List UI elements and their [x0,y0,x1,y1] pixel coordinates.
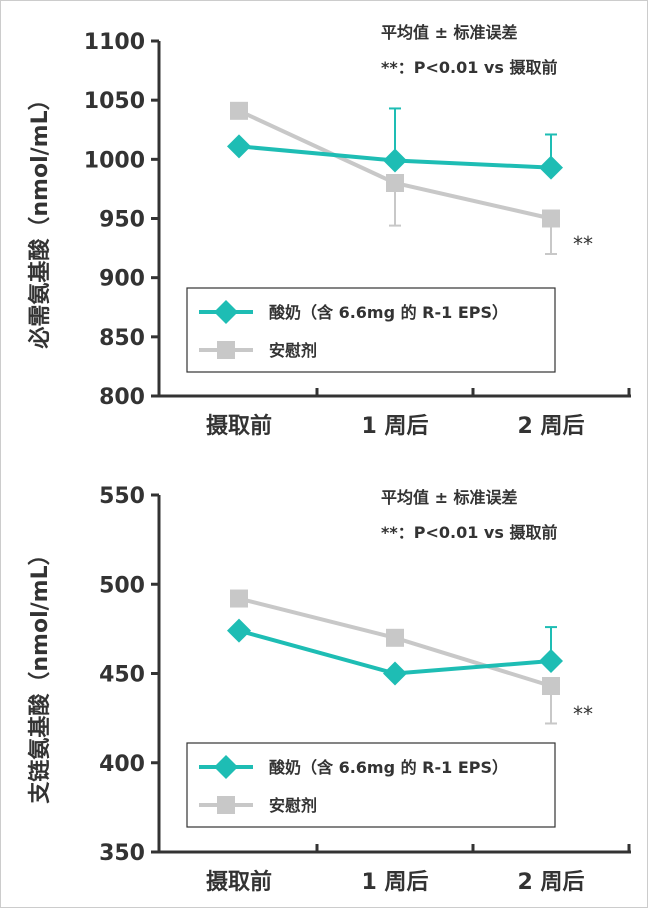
legend-box [186,742,556,828]
data-point-square [542,209,560,228]
y-axis-title: 支链氨基酸（nmol/mL） [27,543,53,803]
y-tick-label: 1000 [84,148,145,173]
series-yogurt [227,107,563,180]
series-yogurt [227,618,563,686]
y-axis-title: 必需氨基酸（nmol/mL） [27,88,53,348]
data-point-diamond [539,155,563,180]
legend-marker-placebo [217,341,235,359]
data-point-square [230,589,248,608]
y-tick-label: 800 [99,385,145,410]
data-point-diamond [227,134,251,159]
legend-box [186,287,556,373]
legend-marker-placebo [217,796,235,814]
legend-label-placebo: 安慰剂 [269,796,317,815]
y-tick-label: 400 [99,752,145,777]
y-tick-label: 500 [99,573,145,598]
x-tick-label: 1 周后 [362,414,429,439]
y-tick-label: 950 [99,208,145,233]
data-point-square [386,628,404,647]
x-tick-label: 2 周后 [518,414,585,439]
legend-label-yogurt: 酸奶（含 6.6mg 的 R-1 EPS） [269,303,508,322]
legend-label-placebo: 安慰剂 [269,341,317,360]
y-tick-label: 850 [99,326,145,351]
y-tick-label: 550 [99,484,145,509]
x-tick-label: 摄取前 [206,869,272,895]
legend-marker-yogurt [214,300,238,324]
data-point-square [542,676,560,695]
x-tick-label: 2 周后 [518,870,585,895]
data-point-diamond [539,649,563,674]
data-point-diamond [227,618,251,643]
x-tick-label: 1 周后 [362,870,429,895]
significance-mark: ** [573,232,593,256]
significance-mark: ** [573,702,593,726]
legend-marker-yogurt [214,755,238,779]
x-tick-label: 摄取前 [206,413,272,439]
data-point-square [386,174,404,192]
legend-label-yogurt: 酸奶（含 6.6mg 的 R-1 EPS） [269,758,508,777]
chart-panel-1: 350 400 450 500 550 摄取前 1 周后 2 周后 支链氨基酸（nmol/mL）… [27,484,631,895]
data-point-diamond [383,148,407,173]
chart-panel-0: 800 850 900 950 1000 1050 1100 摄取前 1 周后 2 周后 必需氨基酸… [27,23,631,439]
y-tick-label: 1100 [84,30,145,55]
legend: 酸奶（含 6.6mg 的 R-1 EPS） 安慰剂 [186,742,556,828]
y-tick-label: 900 [99,267,145,292]
series-placebo [230,589,560,725]
series-placebo [230,101,560,255]
chart-note: **：P<0.01 vs 摄取前 [381,523,557,542]
chart-note: 平均值 ± 标准误差 [381,23,518,42]
data-point-diamond [383,661,407,686]
chart-note: **：P<0.01 vs 摄取前 [381,58,557,77]
data-point-square [230,101,248,120]
y-tick-label: 450 [99,663,145,688]
chart-note: 平均值 ± 标准误差 [381,488,518,507]
legend: 酸奶（含 6.6mg 的 R-1 EPS） 安慰剂 [186,287,556,373]
y-tick-label: 350 [99,841,145,866]
y-tick-label: 1050 [84,89,145,114]
